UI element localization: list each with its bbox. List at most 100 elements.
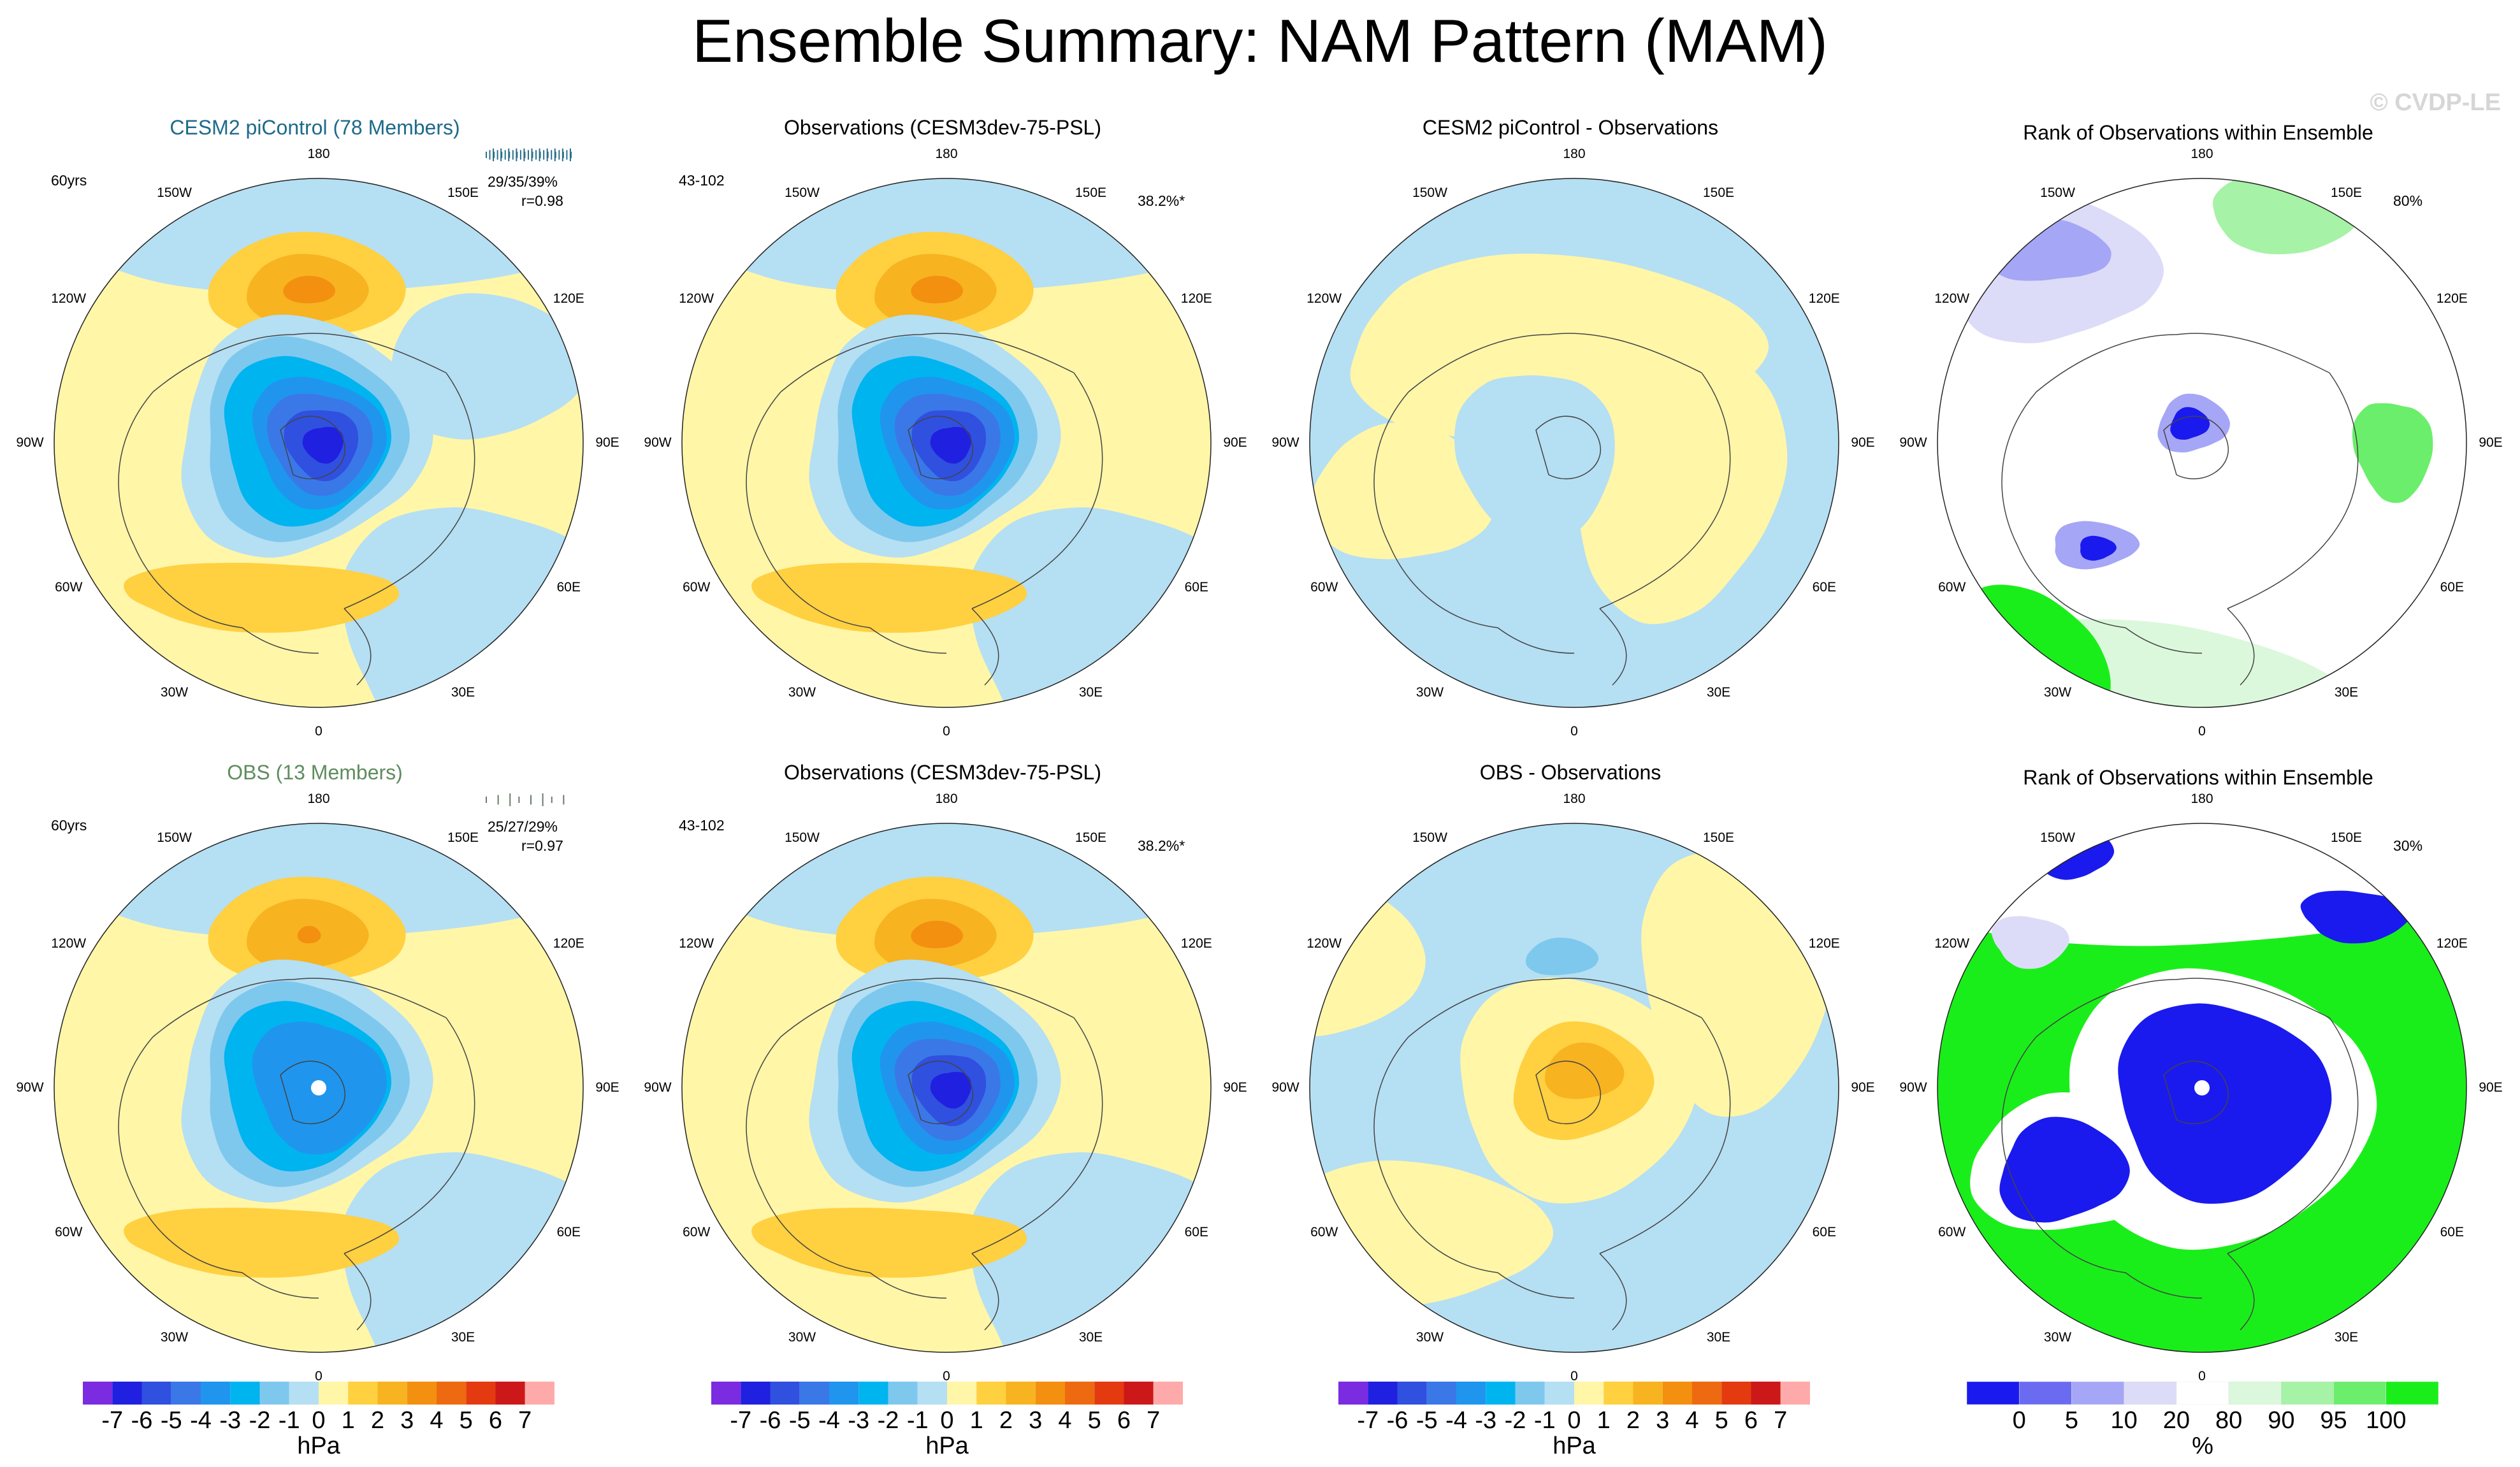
lon-label: 90E (595, 1080, 619, 1095)
colorbar-swatch (1780, 1382, 1810, 1405)
lon-label: 30E (1706, 685, 1731, 700)
colorbar-tick-label: 0 (1567, 1407, 1581, 1434)
lon-label: 0 (943, 1369, 950, 1384)
lon-label: 60E (556, 579, 581, 595)
colorbar-swatch (2018, 1382, 2072, 1405)
arctic-low (930, 1072, 971, 1109)
lon-label: 150E (1702, 830, 1735, 845)
atlantic-high (751, 563, 1027, 633)
lon-label: 60W (55, 1224, 83, 1239)
panel-right-annotation: 38.2%* (1138, 192, 1185, 209)
rank-low-region (2300, 890, 2411, 944)
coastlines (118, 333, 475, 686)
colorbar-swatch (377, 1382, 407, 1405)
lon-label: 30W (1416, 1330, 1444, 1345)
colorbar-tick-label: 7 (1774, 1407, 1788, 1434)
lon-label: 150E (1702, 185, 1735, 200)
map-border (1937, 823, 2467, 1353)
lon-label: 60E (2440, 1224, 2464, 1239)
colorbar-tick-label: 95 (2320, 1407, 2347, 1434)
panel-title: OBS (13 Members) (227, 761, 403, 784)
negative-region (71, 178, 583, 294)
lon-label: 120W (1934, 936, 1970, 951)
member-stripes (486, 148, 572, 161)
lon-label: 30E (2334, 1330, 2359, 1345)
positive-region (1545, 1043, 1625, 1099)
lon-label: 60E (1812, 1224, 1836, 1239)
colorbar-swatch (2176, 1382, 2229, 1405)
colorbar-tick-label: 2 (1626, 1407, 1640, 1434)
panel-right-annotation: 38.2%* (1138, 837, 1185, 854)
lon-label: 120W (1307, 936, 1342, 951)
lon-label: 120W (51, 936, 87, 951)
colorbar-swatch (2124, 1382, 2177, 1405)
colorbar-tick-label: -1 (906, 1407, 929, 1434)
colorbar-swatches (1338, 1382, 1810, 1405)
watermark: © CVDP-LE (2370, 89, 2501, 116)
colorbar-swatch (1692, 1382, 1722, 1405)
colorbar-tick-label: -1 (1533, 1407, 1556, 1434)
lon-label: 180 (2191, 147, 2213, 161)
map-panel-r1c1: CESM2 piControl (78 Members) 60yrs 29/35/3… (0, 102, 630, 746)
negative-region (699, 823, 1211, 939)
lon-label: 150E (447, 185, 479, 200)
coastlines (2001, 333, 2359, 686)
pole-marker (311, 1080, 326, 1095)
polar-map (1309, 823, 1839, 1353)
colorbar-tick-label: -5 (1416, 1407, 1438, 1434)
colorbar-tick-label: -2 (249, 1407, 271, 1434)
figure-title: Ensemble Summary: NAM Pattern (MAM) (692, 7, 1828, 75)
lon-label: 180 (935, 147, 958, 161)
lon-label: 30W (160, 1330, 189, 1345)
panel-title: Rank of Observations within Ensemble (2023, 121, 2373, 144)
panel-left-annotation: 60yrs (51, 817, 87, 834)
map-border (681, 823, 1212, 1353)
colorbar-swatch (770, 1382, 800, 1405)
colorbar-swatch (1486, 1382, 1516, 1405)
colorbar-swatch (1967, 1382, 2020, 1405)
lon-label: 90W (644, 435, 672, 450)
lon-label: 180 (2191, 791, 2213, 806)
colorbar-tick-label: 5 (1087, 1407, 1101, 1434)
lon-label: 150W (1412, 830, 1447, 845)
colorbar-tick-label: 5 (459, 1407, 473, 1434)
colorbar-swatch (829, 1382, 859, 1405)
panel-right-annotation: 80% (2393, 192, 2423, 209)
colorbar-tick-label: -1 (278, 1407, 300, 1434)
lon-label: 180 (935, 791, 958, 806)
colorbar-unit: % (2192, 1433, 2213, 1459)
colorbar-tick-label: 7 (1147, 1407, 1161, 1434)
colorbar-swatch (1035, 1382, 1065, 1405)
lon-label: 120W (51, 291, 87, 306)
lon-label: 0 (1570, 724, 1578, 739)
colorbar-swatch (230, 1382, 260, 1405)
colorbar-tick-label: -7 (1357, 1407, 1379, 1434)
colorbar-swatch (466, 1382, 496, 1405)
rank-low-region (2118, 1003, 2332, 1204)
colorbar-tick-label: -3 (848, 1407, 870, 1434)
lon-label: 60W (1310, 1224, 1338, 1239)
negative-region (968, 507, 1211, 707)
pacific-high-core (911, 275, 964, 303)
colorbar-swatch (1456, 1382, 1486, 1405)
colorbar-tick-label: -6 (131, 1407, 153, 1434)
lon-label: 150E (2330, 185, 2363, 200)
lon-label: 90W (1899, 435, 1927, 450)
lon-label: 60W (55, 579, 83, 595)
colorbar-tick-label: 2 (370, 1407, 385, 1434)
pacific-high-core (297, 925, 321, 944)
member-stripes (486, 793, 565, 806)
colorbar-unit: hPa (1553, 1433, 1596, 1459)
colorbar-swatch (201, 1382, 231, 1405)
negative-region (968, 1152, 1211, 1352)
pattern-correlation: r=0.97 (521, 837, 563, 854)
lon-label: 90E (1851, 435, 1875, 450)
lon-label: 60E (1184, 1224, 1208, 1239)
colorbar-swatch (2228, 1382, 2282, 1405)
colorbar-tick-label: 1 (341, 1407, 355, 1434)
colorbar-tick-label: 7 (518, 1407, 532, 1434)
lon-label: 90E (1223, 435, 1247, 450)
lon-label: 30W (160, 685, 189, 700)
colorbar-swatch (917, 1382, 947, 1405)
colorbar-swatch (1604, 1382, 1633, 1405)
